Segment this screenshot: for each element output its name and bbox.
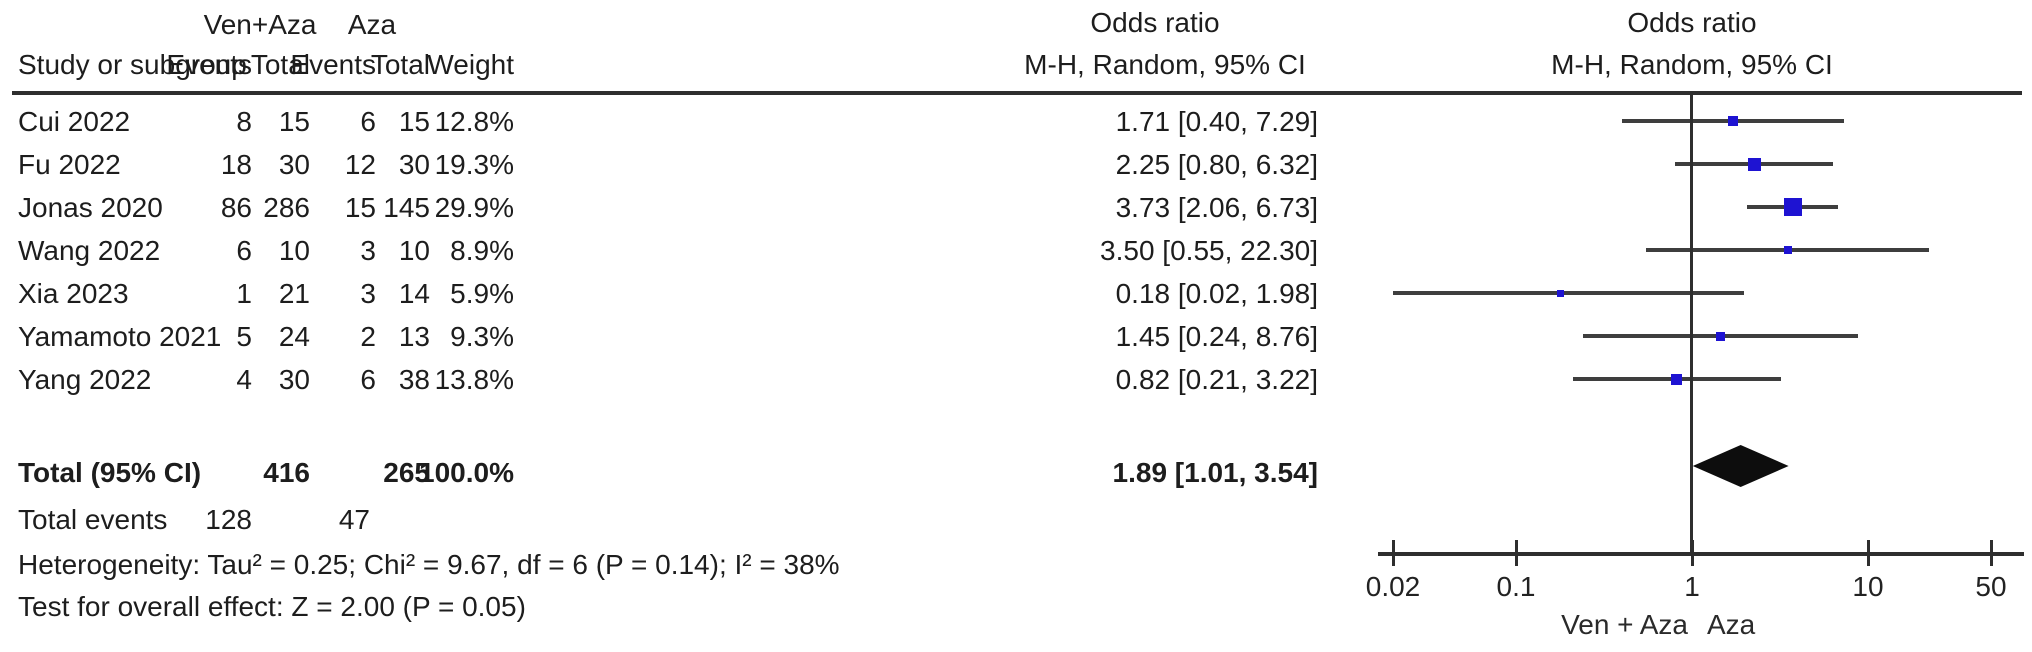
overall-effect-text: Test for overall effect: Z = 2.00 (P = 0… bbox=[18, 591, 526, 622]
or-plot-title: Odds ratio bbox=[1627, 7, 1757, 38]
weight-cell: 13.8% bbox=[434, 364, 514, 395]
axis-tick-label: 10 bbox=[1852, 571, 1884, 602]
weight-column-header: Weight bbox=[427, 49, 514, 80]
events1-cell: 5 bbox=[236, 321, 252, 352]
study-name: Jonas 2020 bbox=[18, 192, 163, 223]
total-row-label: Total (95% CI) bbox=[18, 457, 202, 488]
study-name: Cui 2022 bbox=[18, 106, 131, 137]
group1-header: Ven+Aza bbox=[203, 9, 317, 40]
reference-line bbox=[1690, 93, 1693, 555]
effect-square-marker bbox=[1747, 157, 1761, 171]
events1-cell: 4 bbox=[236, 364, 252, 395]
or-plot-subtitle: M-H, Random, 95% CI bbox=[1551, 49, 1833, 80]
total1-cell: 30 bbox=[278, 364, 310, 395]
axis-tick-label: 50 bbox=[1975, 571, 2007, 602]
effect-square-marker bbox=[1728, 116, 1738, 126]
total2-cell: 10 bbox=[398, 235, 430, 266]
weight-cell: 29.9% bbox=[434, 192, 514, 223]
weight-cell: 9.3% bbox=[450, 321, 514, 352]
axis-tick-label: 0.02 bbox=[1365, 571, 1421, 602]
study-name: Yang 2022 bbox=[18, 364, 152, 395]
total1-cell: 15 bbox=[278, 106, 310, 137]
x-axis-label-left: Ven + Aza bbox=[1561, 609, 1688, 640]
axis-tick-mark bbox=[1866, 540, 1870, 566]
or-ci-cell: 2.25 [0.80, 6.32] bbox=[1115, 149, 1318, 180]
or-ci-cell: 0.82 [0.21, 3.22] bbox=[1115, 364, 1318, 395]
effect-square-marker bbox=[1557, 289, 1565, 297]
total1-column-header: Total bbox=[250, 49, 310, 80]
pooled-effect-diamond bbox=[1692, 445, 1789, 487]
or-ci-cell: 1.71 [0.40, 7.29] bbox=[1115, 106, 1318, 137]
total-events1-value: 128 bbox=[205, 504, 252, 535]
axis-tick-mark bbox=[1690, 540, 1694, 566]
ci-line bbox=[1393, 291, 1745, 295]
total2-value: 265 bbox=[383, 457, 430, 488]
or-column-subtitle: M-H, Random, 95% CI bbox=[1024, 49, 1306, 80]
study-name: Xia 2023 bbox=[18, 278, 129, 309]
study-name: Fu 2022 bbox=[18, 149, 121, 180]
effect-square-marker bbox=[1783, 198, 1802, 216]
or-ci-cell: 1.45 [0.24, 8.76] bbox=[1115, 321, 1318, 352]
total1-cell: 24 bbox=[278, 321, 310, 352]
effect-square-marker bbox=[1783, 246, 1792, 254]
events1-cell: 18 bbox=[220, 149, 252, 180]
or-ci-cell: 0.18 [0.02, 1.98] bbox=[1115, 278, 1318, 309]
events2-cell: 6 bbox=[360, 364, 376, 395]
axis-tick-mark bbox=[1391, 540, 1395, 566]
total2-column-header: Total bbox=[370, 49, 430, 80]
study-name: Yamamoto 2021 bbox=[18, 321, 222, 352]
total-events-label: Total events bbox=[18, 504, 168, 535]
events2-cell: 12 bbox=[344, 149, 376, 180]
weight-cell: 12.8% bbox=[434, 106, 514, 137]
weight-cell: 19.3% bbox=[434, 149, 514, 180]
events2-cell: 3 bbox=[360, 235, 376, 266]
total-weight-value: 100.0% bbox=[419, 457, 514, 488]
total1-cell: 21 bbox=[278, 278, 310, 309]
events1-cell: 6 bbox=[236, 235, 252, 266]
or-column-title: Odds ratio bbox=[1090, 7, 1220, 38]
axis-tick-mark bbox=[1514, 540, 1518, 566]
total2-cell: 145 bbox=[383, 192, 430, 223]
heterogeneity-text: Heterogeneity: Tau² = 0.25; Chi² = 9.67,… bbox=[18, 549, 840, 580]
x-axis-label-right: Aza bbox=[1707, 609, 1756, 640]
total2-cell: 14 bbox=[398, 278, 430, 309]
events1-cell: 86 bbox=[220, 192, 252, 223]
total-events2-value: 47 bbox=[338, 504, 370, 535]
weight-cell: 8.9% bbox=[450, 235, 514, 266]
events2-cell: 6 bbox=[360, 106, 376, 137]
events1-column-header: Events bbox=[166, 49, 252, 80]
events2-cell: 2 bbox=[360, 321, 376, 352]
events2-cell: 3 bbox=[360, 278, 376, 309]
total-or-value: 1.89 [1.01, 3.54] bbox=[1112, 457, 1318, 488]
events1-cell: 8 bbox=[236, 106, 252, 137]
events1-cell: 1 bbox=[236, 278, 252, 309]
total2-cell: 30 bbox=[398, 149, 430, 180]
or-ci-cell: 3.73 [2.06, 6.73] bbox=[1115, 192, 1318, 223]
study-name: Wang 2022 bbox=[18, 235, 161, 266]
total1-cell: 10 bbox=[278, 235, 310, 266]
axis-tick-mark bbox=[1989, 540, 1993, 566]
events2-column-header: Events bbox=[290, 49, 376, 80]
weight-cell: 5.9% bbox=[450, 278, 514, 309]
header-rule bbox=[12, 91, 2022, 95]
total2-cell: 13 bbox=[398, 321, 430, 352]
total1-value: 416 bbox=[263, 457, 310, 488]
x-axis-line bbox=[1378, 552, 2024, 556]
axis-tick-label: 1 bbox=[1684, 571, 1700, 602]
axis-tick-label: 0.1 bbox=[1496, 571, 1536, 602]
events2-cell: 15 bbox=[344, 192, 376, 223]
total1-cell: 30 bbox=[278, 149, 310, 180]
effect-square-marker bbox=[1715, 331, 1725, 341]
study-column-header: Study or subgroup bbox=[18, 49, 247, 80]
effect-square-marker bbox=[1671, 373, 1683, 385]
total2-cell: 15 bbox=[398, 106, 430, 137]
or-ci-cell: 3.50 [0.55, 22.30] bbox=[1100, 235, 1318, 266]
total2-cell: 38 bbox=[398, 364, 430, 395]
group2-header: Aza bbox=[347, 9, 397, 40]
total1-cell: 286 bbox=[263, 192, 310, 223]
